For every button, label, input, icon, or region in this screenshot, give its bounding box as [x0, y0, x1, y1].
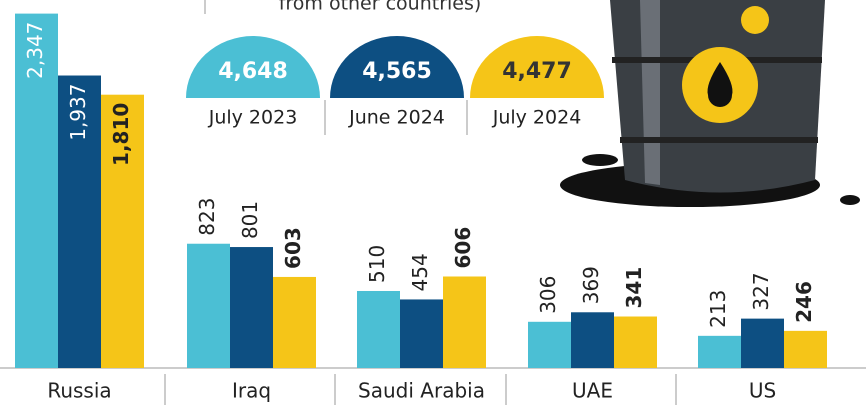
oil-barrel	[560, 0, 860, 207]
bar	[698, 335, 741, 368]
value-label: 1,937	[66, 84, 90, 141]
legend-swatch	[186, 36, 320, 98]
legend-label: July 2024	[492, 107, 582, 129]
chart-subtitle: from other countries)	[279, 0, 482, 15]
value-label: 341	[622, 267, 646, 309]
value-label: 246	[792, 281, 816, 323]
value-label: 306	[536, 276, 560, 314]
value-label: 369	[579, 266, 603, 304]
x-tick-label: Iraq	[232, 379, 271, 403]
x-tick-label: Russia	[47, 379, 111, 403]
value-label: 327	[749, 272, 773, 310]
value-label: 213	[706, 290, 730, 328]
bar	[614, 316, 657, 368]
legend-label: July 2023	[208, 107, 298, 129]
legend-label: June 2024	[348, 107, 445, 129]
x-tick-label: UAE	[572, 379, 613, 403]
legend-total: 4,565	[362, 59, 432, 84]
legend-swatch	[470, 36, 604, 98]
bar	[357, 290, 400, 368]
value-label: 510	[365, 245, 389, 283]
bar	[400, 299, 443, 368]
legend-total: 4,648	[218, 59, 288, 84]
value-label: 606	[451, 227, 475, 269]
value-label: 2,347	[23, 22, 47, 79]
value-label: 1,810	[109, 103, 133, 166]
x-tick-label: US	[749, 379, 776, 403]
bar	[571, 312, 614, 368]
value-label: 603	[281, 227, 305, 269]
bar	[741, 318, 784, 368]
bar	[58, 75, 101, 368]
value-label: 823	[195, 198, 219, 236]
bar	[443, 276, 486, 368]
bar	[230, 247, 273, 368]
bar	[784, 330, 827, 368]
x-tick-label: Saudi Arabia	[358, 379, 485, 403]
legend-swatch	[330, 36, 464, 98]
value-label: 801	[238, 201, 262, 239]
bar	[15, 13, 58, 369]
bar	[528, 321, 571, 368]
value-label: 454	[408, 253, 432, 291]
legend-total: 4,477	[502, 59, 572, 84]
bar	[187, 243, 230, 368]
bar	[273, 276, 316, 368]
bar	[101, 94, 144, 368]
